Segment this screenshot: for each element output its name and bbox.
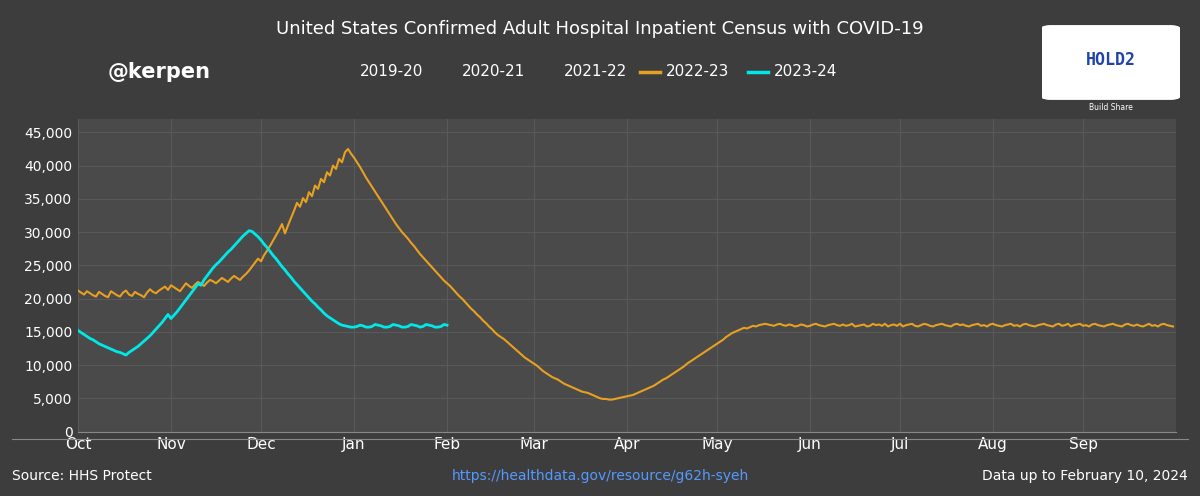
Text: 2021-22: 2021-22 bbox=[564, 64, 628, 79]
Text: United States Confirmed Adult Hospital Inpatient Census with COVID-19: United States Confirmed Adult Hospital I… bbox=[276, 20, 924, 38]
Text: 2022-23: 2022-23 bbox=[666, 64, 730, 79]
FancyBboxPatch shape bbox=[1039, 26, 1182, 99]
Text: Data up to February 10, 2024: Data up to February 10, 2024 bbox=[983, 469, 1188, 483]
Text: Build Share: Build Share bbox=[1088, 103, 1133, 112]
Text: @kerpen: @kerpen bbox=[108, 62, 211, 82]
Text: 2023-24: 2023-24 bbox=[774, 64, 838, 79]
Text: 2019-20: 2019-20 bbox=[360, 64, 424, 79]
Text: HOLD2: HOLD2 bbox=[1086, 51, 1135, 69]
Text: https://healthdata.gov/resource/g62h-syeh: https://healthdata.gov/resource/g62h-sye… bbox=[451, 469, 749, 483]
Text: 2020-21: 2020-21 bbox=[462, 64, 526, 79]
Text: Source: HHS Protect: Source: HHS Protect bbox=[12, 469, 151, 483]
